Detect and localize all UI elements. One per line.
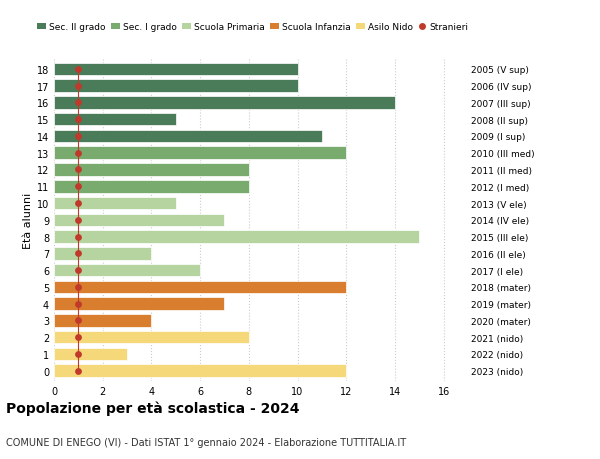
Point [74, 183, 83, 190]
Bar [54, 298, 224, 310]
Bar [54, 197, 176, 210]
Bar [54, 80, 298, 93]
Bar [54, 231, 419, 243]
Legend: Sec. II grado, Sec. I grado, Scuola Primaria, Scuola Infanzia, Asilo Nido, Stran: Sec. II grado, Sec. I grado, Scuola Prim… [34, 19, 472, 35]
Bar [54, 63, 298, 76]
Point [74, 334, 83, 341]
Point [74, 167, 83, 174]
Bar [54, 164, 249, 176]
Point [74, 66, 83, 73]
Bar [54, 114, 176, 126]
Bar [54, 130, 322, 143]
Bar [54, 364, 346, 377]
Bar [54, 247, 151, 260]
Bar [54, 281, 346, 294]
Point [74, 200, 83, 207]
Point [74, 367, 83, 375]
Point [74, 233, 83, 241]
Point [74, 83, 83, 90]
Point [74, 317, 83, 325]
Bar [54, 214, 224, 227]
Bar [54, 348, 127, 360]
Text: Popolazione per età scolastica - 2024: Popolazione per età scolastica - 2024 [6, 401, 299, 415]
Point [74, 217, 83, 224]
Y-axis label: Età alunni: Età alunni [23, 192, 32, 248]
Point [74, 100, 83, 107]
Point [74, 300, 83, 308]
Point [74, 116, 83, 123]
Bar [54, 147, 346, 160]
Point [74, 150, 83, 157]
Point [74, 133, 83, 140]
Bar [54, 97, 395, 109]
Point [74, 267, 83, 274]
Text: COMUNE DI ENEGO (VI) - Dati ISTAT 1° gennaio 2024 - Elaborazione TUTTITALIA.IT: COMUNE DI ENEGO (VI) - Dati ISTAT 1° gen… [6, 437, 406, 448]
Bar [54, 264, 200, 277]
Bar [54, 180, 249, 193]
Point [74, 250, 83, 257]
Bar [54, 331, 249, 344]
Point [74, 351, 83, 358]
Point [74, 284, 83, 291]
Bar [54, 314, 151, 327]
